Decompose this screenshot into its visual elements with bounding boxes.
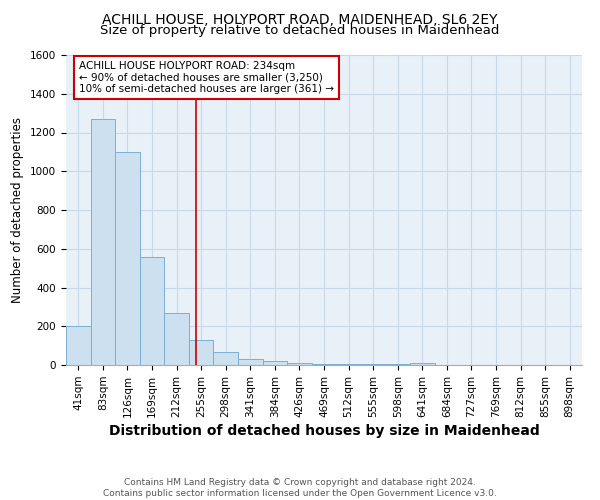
Bar	[287, 363, 312, 365]
Bar	[361, 364, 385, 365]
Text: ACHILL HOUSE, HOLYPORT ROAD, MAIDENHEAD, SL6 2EY: ACHILL HOUSE, HOLYPORT ROAD, MAIDENHEAD,…	[102, 12, 498, 26]
Bar	[263, 361, 287, 365]
Text: Size of property relative to detached houses in Maidenhead: Size of property relative to detached ho…	[100, 24, 500, 37]
Bar	[312, 364, 336, 365]
Bar	[164, 312, 189, 365]
Text: Contains HM Land Registry data © Crown copyright and database right 2024.
Contai: Contains HM Land Registry data © Crown c…	[103, 478, 497, 498]
Bar	[385, 364, 410, 365]
Bar	[238, 359, 263, 365]
Y-axis label: Number of detached properties: Number of detached properties	[11, 117, 25, 303]
Bar	[336, 364, 361, 365]
Bar	[140, 258, 164, 365]
Bar	[214, 352, 238, 365]
Bar	[66, 326, 91, 365]
X-axis label: Distribution of detached houses by size in Maidenhead: Distribution of detached houses by size …	[109, 424, 539, 438]
Bar	[189, 340, 214, 365]
Text: ACHILL HOUSE HOLYPORT ROAD: 234sqm
← 90% of detached houses are smaller (3,250)
: ACHILL HOUSE HOLYPORT ROAD: 234sqm ← 90%…	[79, 61, 334, 94]
Bar	[410, 363, 434, 365]
Bar	[115, 152, 140, 365]
Bar	[91, 119, 115, 365]
